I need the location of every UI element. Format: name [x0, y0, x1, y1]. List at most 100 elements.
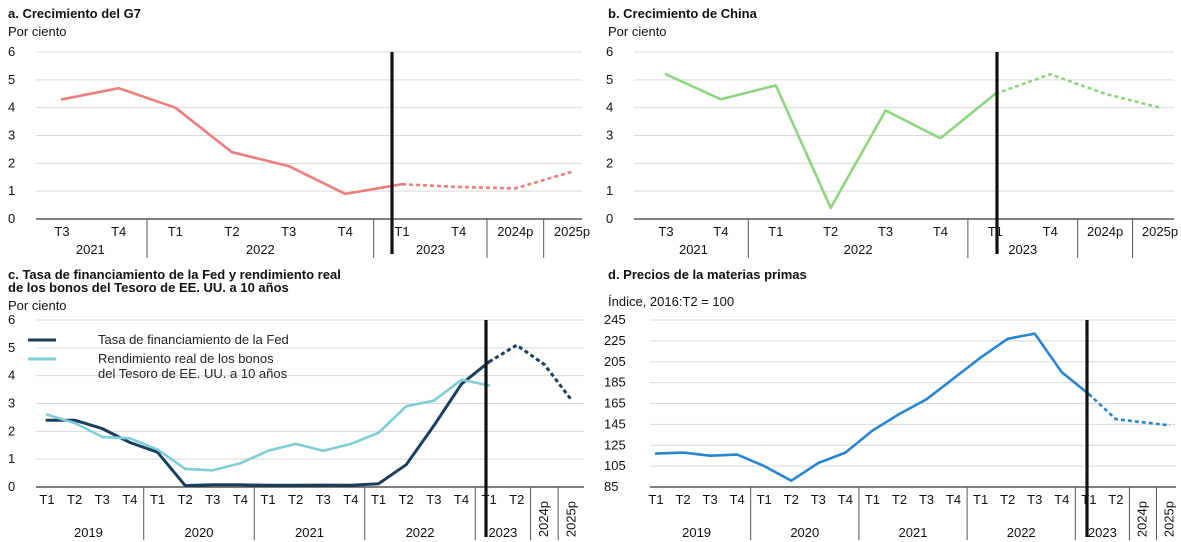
x-tick-label: 2024p	[1087, 224, 1123, 239]
x-tick-label: 2024p	[497, 224, 533, 239]
series-line	[654, 332, 1091, 482]
y-tick-label: 5	[606, 72, 613, 87]
x-tick-label: T2	[509, 492, 524, 507]
y-tick-label: 125	[604, 437, 626, 452]
x-tick-label: T3	[703, 492, 718, 507]
x-tick-label: T3	[811, 492, 826, 507]
x-tick-label: T4	[713, 224, 728, 239]
y-tick-label: 3	[8, 128, 15, 143]
y-tick-label: 185	[604, 375, 626, 390]
x-tick-label: T1	[973, 492, 988, 507]
y-tick-label: 6	[8, 44, 15, 59]
y-tick-label: 225	[604, 333, 626, 348]
group-label: 2020	[185, 525, 214, 540]
series-forecast-line	[994, 72, 1161, 109]
series-forecast-line	[1087, 393, 1171, 427]
group-label: 2022	[844, 242, 873, 257]
x-tick-label: T1	[768, 224, 783, 239]
y-tick-label: 5	[8, 72, 15, 87]
x-tick-label: T4	[730, 492, 745, 507]
group-label: 2021	[295, 525, 324, 540]
chart-title: b. Crecimiento de China	[608, 6, 757, 21]
x-tick-label: T4	[838, 492, 853, 507]
group-label: 2023	[488, 525, 517, 540]
x-tick-label: T4	[454, 492, 469, 507]
group-label: 2021	[899, 525, 928, 540]
group-label: 2023	[416, 242, 445, 257]
x-tick-label: T4	[343, 492, 358, 507]
x-tick-label: T3	[54, 224, 69, 239]
x-tick-label: T1	[648, 492, 663, 507]
x-tick-label: T4	[338, 224, 353, 239]
x-tick-label: T2	[784, 492, 799, 507]
y-tick-label: 1	[8, 183, 15, 198]
x-tick-label: T1	[39, 492, 54, 507]
x-tick-label: T2	[1108, 492, 1123, 507]
x-tick-label: T1	[394, 224, 409, 239]
x-tick-label: T4	[233, 492, 248, 507]
x-tick-label: 2024p	[1134, 501, 1149, 537]
x-tick-label: 2025p	[1142, 224, 1178, 239]
x-tick-label: T2	[1000, 492, 1015, 507]
group-label: 2019	[682, 525, 711, 540]
y-tick-label: 105	[604, 458, 626, 473]
group-label: 2021	[76, 242, 105, 257]
x-tick-label: T1	[371, 492, 386, 507]
x-tick-label: T2	[288, 492, 303, 507]
x-tick-label: T3	[205, 492, 220, 507]
y-tick-label: 4	[606, 100, 613, 115]
y-tick-label: 205	[604, 354, 626, 369]
x-tick-label: T2	[675, 492, 690, 507]
y-tick-label: 1	[8, 451, 15, 466]
group-label: 2020	[790, 525, 819, 540]
x-tick-label: T4	[111, 224, 126, 239]
y-axis-unit: Por ciento	[608, 24, 667, 39]
y-tick-label: 2	[606, 155, 613, 170]
x-tick-label: T3	[919, 492, 934, 507]
x-tick-label: T2	[224, 224, 239, 239]
series-line	[45, 378, 491, 472]
y-tick-label: 0	[8, 211, 15, 226]
y-axis-unit: Índice, 2016:T2 = 100	[608, 294, 735, 309]
y-tick-label: 0	[8, 479, 15, 494]
x-tick-label: 2025p	[1161, 501, 1176, 537]
y-tick-label: 4	[8, 100, 15, 115]
chart-title: a. Crecimiento del G7	[8, 6, 141, 21]
y-tick-label: 3	[606, 128, 613, 143]
y-tick-label: 0	[606, 211, 613, 226]
group-label: 2019	[74, 525, 103, 540]
group-label: 2023	[1088, 525, 1117, 540]
x-tick-label: T3	[426, 492, 441, 507]
y-tick-label: 2	[8, 423, 15, 438]
x-tick-label: T4	[451, 224, 466, 239]
y-tick-label: 6	[8, 312, 15, 327]
x-tick-label: T2	[399, 492, 414, 507]
x-tick-label: T1	[865, 492, 880, 507]
series-forecast-line	[401, 170, 573, 190]
y-axis-unit: Por ciento	[8, 298, 67, 313]
group-label: 2023	[1008, 242, 1037, 257]
group-label: 2022	[406, 525, 435, 540]
y-tick-label: 5	[8, 340, 15, 355]
group-label: 2022	[246, 242, 275, 257]
y-axis-unit: Por ciento	[8, 24, 67, 39]
x-tick-label: T3	[281, 224, 296, 239]
x-tick-label: T2	[823, 224, 838, 239]
x-tick-label: 2025p	[563, 501, 578, 537]
y-tick-label: 245	[604, 312, 626, 327]
y-tick-label: 85	[604, 479, 618, 494]
x-tick-label: T2	[892, 492, 907, 507]
y-tick-label: 3	[8, 396, 15, 411]
x-tick-label: T4	[946, 492, 961, 507]
x-tick-label: T4	[122, 492, 137, 507]
x-tick-label: T3	[658, 224, 673, 239]
x-tick-label: T1	[168, 224, 183, 239]
x-tick-label: T1	[757, 492, 772, 507]
x-tick-label: T3	[878, 224, 893, 239]
x-tick-label: T2	[178, 492, 193, 507]
y-tick-label: 2	[8, 155, 15, 170]
y-tick-label: 165	[604, 396, 626, 411]
